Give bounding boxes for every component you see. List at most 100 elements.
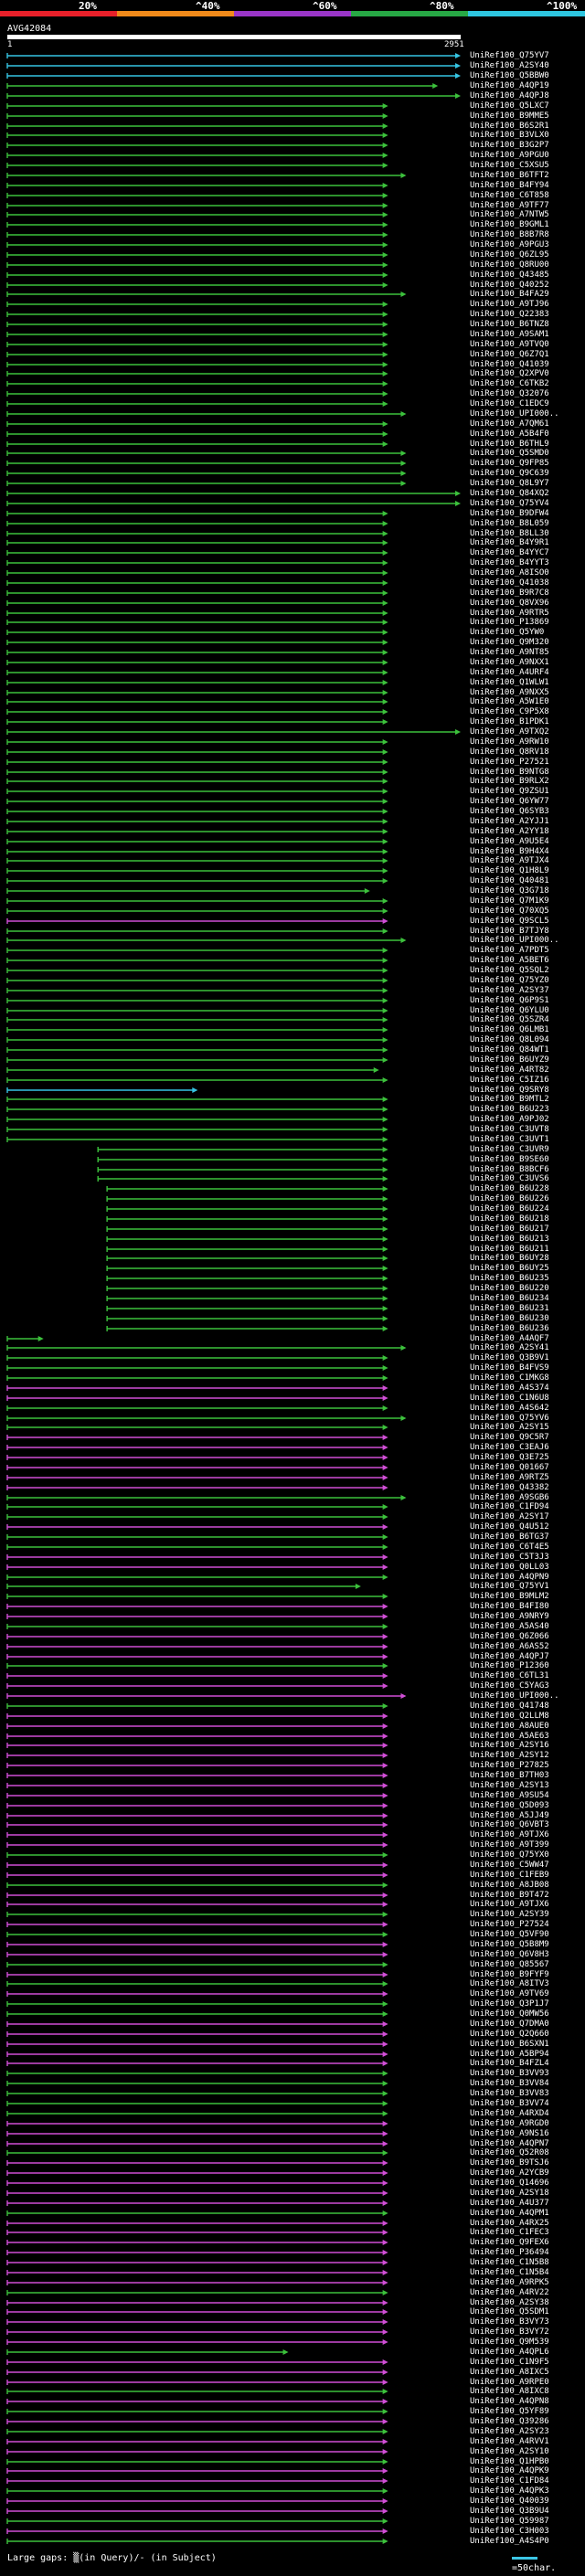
hit-name[interactable]: UniRef100_Q39286 [470, 2417, 549, 2426]
hit-name[interactable]: UniRef100_A2SY23 [470, 2427, 549, 2436]
hit-name[interactable]: UniRef100_C5IZ16 [470, 1076, 549, 1085]
hit-name[interactable]: UniRef100_A9SGB6 [470, 1493, 549, 1502]
hit-name[interactable]: UniRef100_B3VV83 [470, 2089, 549, 2098]
hit-name[interactable]: UniRef100_A2YY18 [470, 827, 549, 836]
hit-name[interactable]: UniRef100_C6T4E5 [470, 1542, 549, 1552]
hit-name[interactable]: UniRef100_B6U220 [470, 1284, 549, 1293]
hit-name[interactable]: UniRef100_B3VV93 [470, 2069, 549, 2078]
hit-name[interactable]: UniRef100_Q8RV18 [470, 747, 549, 757]
hit-name[interactable]: UniRef100_A9NXX5 [470, 688, 549, 697]
hit-name[interactable]: UniRef100_A5BET6 [470, 956, 549, 965]
hit-name[interactable]: UniRef100_Q41039 [470, 360, 549, 369]
hit-name[interactable]: UniRef100_Q8RU00 [470, 260, 549, 270]
hit-name[interactable]: UniRef100_Q22383 [470, 310, 549, 319]
hit-name[interactable]: UniRef100_Q9M320 [470, 638, 549, 647]
hit-name[interactable]: UniRef100_Q7M1K9 [470, 896, 549, 906]
hit-name[interactable]: UniRef100_B6S2R1 [470, 122, 549, 131]
hit-name[interactable]: UniRef100_C3EAJ6 [470, 1443, 549, 1452]
hit-name[interactable]: UniRef100_Q6SYB3 [470, 807, 549, 816]
hit-name[interactable]: UniRef100_A4S4P0 [470, 2537, 549, 2546]
hit-name[interactable]: UniRef100_A4QPJ7 [470, 1652, 549, 1661]
hit-name[interactable]: UniRef100_A2SY41 [470, 1343, 549, 1352]
hit-name[interactable]: UniRef100_A9T399 [470, 1840, 549, 1850]
hit-name[interactable]: UniRef100_C3UVS6 [470, 1174, 549, 1183]
hit-name[interactable]: UniRef100_Q6VBT3 [470, 1820, 549, 1829]
hit-name[interactable]: UniRef100_A8JB08 [470, 1881, 549, 1890]
hit-name[interactable]: UniRef100_P27825 [470, 1761, 549, 1770]
hit-name[interactable]: UniRef100_Q3B9V1 [470, 1353, 549, 1362]
hit-name[interactable]: UniRef100_P27521 [470, 758, 549, 767]
hit-name[interactable]: UniRef100_Q8L9Y7 [470, 479, 549, 488]
hit-name[interactable]: UniRef100_B4FY94 [470, 181, 549, 190]
hit-name[interactable]: UniRef100_A9SAM1 [470, 330, 549, 339]
hit-name[interactable]: UniRef100_UPI000.. [470, 936, 559, 945]
hit-name[interactable]: UniRef100_B6U231 [470, 1304, 549, 1313]
hit-name[interactable]: UniRef100_A5B4F0 [470, 429, 549, 439]
hit-name[interactable]: UniRef100_A5JJ49 [470, 1811, 549, 1820]
hit-name[interactable]: UniRef100_P12360 [470, 1661, 549, 1670]
hit-name[interactable]: UniRef100_A9U5E4 [470, 837, 549, 846]
hit-name[interactable]: UniRef100_A9RPK5 [470, 2278, 549, 2287]
hit-name[interactable]: UniRef100_B9DFW4 [470, 509, 549, 518]
hit-name[interactable]: UniRef100_A9NT85 [470, 648, 549, 657]
hit-name[interactable]: UniRef100_Q41038 [470, 578, 549, 588]
hit-name[interactable]: UniRef100_B8L059 [470, 519, 549, 528]
hit-name[interactable]: UniRef100_A9TF77 [470, 201, 549, 210]
hit-name[interactable]: UniRef100_B3VV74 [470, 2099, 549, 2108]
hit-name[interactable]: UniRef100_Q5D093 [470, 1801, 549, 1810]
hit-name[interactable]: UniRef100_C6T858 [470, 191, 549, 200]
hit-name[interactable]: UniRef100_A9TVQ0 [470, 340, 549, 349]
hit-name[interactable]: UniRef100_C1N5B4 [470, 2268, 549, 2277]
hit-name[interactable]: UniRef100_Q8L094 [470, 1035, 549, 1044]
hit-name[interactable]: UniRef100_A4RT82 [470, 1065, 549, 1075]
hit-name[interactable]: UniRef100_Q5BBW0 [470, 71, 549, 80]
hit-name[interactable]: UniRef100_Q3E725 [470, 1453, 549, 1462]
hit-name[interactable]: UniRef100_Q1WLW1 [470, 678, 549, 687]
hit-name[interactable]: UniRef100_B9TSJ6 [470, 2158, 549, 2168]
hit-name[interactable]: UniRef100_Q9SRY8 [470, 1086, 549, 1095]
hit-name[interactable]: UniRef100_B9R7C8 [470, 588, 549, 598]
hit-name[interactable]: UniRef100_Q5SZR4 [470, 1015, 549, 1024]
hit-name[interactable]: UniRef100_Q3G718 [470, 886, 549, 896]
hit-name[interactable]: UniRef100_B6U228 [470, 1184, 549, 1193]
hit-name[interactable]: UniRef100_B6U217 [470, 1224, 549, 1234]
hit-name[interactable]: UniRef100_Q14696 [470, 2178, 549, 2188]
hit-name[interactable]: UniRef100_A5W1E0 [470, 697, 549, 706]
hit-name[interactable]: UniRef100_B1PDK1 [470, 717, 549, 726]
hit-name[interactable]: UniRef100_Q2XPV0 [470, 369, 549, 378]
hit-name[interactable]: UniRef100_A2SY12 [470, 1751, 549, 1760]
hit-name[interactable]: UniRef100_Q0LL03 [470, 1563, 549, 1572]
hit-name[interactable]: UniRef100_A5AS40 [470, 1622, 549, 1631]
hit-name[interactable]: UniRef100_B9NTG8 [470, 768, 549, 777]
hit-name[interactable]: UniRef100_B6U235 [470, 1274, 549, 1283]
hit-name[interactable]: UniRef100_Q5SMD0 [470, 449, 549, 458]
hit-name[interactable]: UniRef100_C1FD84 [470, 2476, 549, 2486]
hit-name[interactable]: UniRef100_Q1H8L9 [470, 866, 549, 875]
hit-name[interactable]: UniRef100_A9TJ96 [470, 300, 549, 309]
hit-name[interactable]: UniRef100_B6TFT2 [470, 171, 549, 180]
hit-name[interactable]: UniRef100_A9SU54 [470, 1791, 549, 1800]
hit-name[interactable]: UniRef100_A9TJX6 [470, 1900, 549, 1909]
hit-name[interactable]: UniRef100_B6U211 [470, 1245, 549, 1254]
hit-name[interactable]: UniRef100_Q75YX0 [470, 1850, 549, 1860]
hit-name[interactable]: UniRef100_B7TH03 [470, 1771, 549, 1780]
hit-name[interactable]: UniRef100_A8IXC8 [470, 2387, 549, 2396]
hit-name[interactable]: UniRef100_Q9C5R7 [470, 1433, 549, 1442]
hit-name[interactable]: UniRef100_A9NS16 [470, 2129, 549, 2138]
hit-name[interactable]: UniRef100_A4QPN9 [470, 1573, 549, 1582]
hit-name[interactable]: UniRef100_B4YYT3 [470, 558, 549, 567]
hit-name[interactable]: UniRef100_B6U218 [470, 1214, 549, 1224]
hit-name[interactable]: UniRef100_Q1HPB0 [470, 2457, 549, 2466]
hit-name[interactable]: UniRef100_A4AQF7 [470, 1334, 549, 1343]
hit-name[interactable]: UniRef100_A9RPE0 [470, 2378, 549, 2387]
hit-name[interactable]: UniRef100_A4QPK9 [470, 2466, 549, 2475]
hit-name[interactable]: UniRef100_B4FI80 [470, 1602, 549, 1611]
hit-name[interactable]: UniRef100_B6U236 [470, 1324, 549, 1333]
hit-name[interactable]: UniRef100_A7PDT5 [470, 946, 549, 955]
hit-name[interactable]: UniRef100_A9PGU0 [470, 151, 549, 160]
hit-name[interactable]: UniRef100_Q9M539 [470, 2337, 549, 2347]
hit-name[interactable]: UniRef100_A8AUE0 [470, 1722, 549, 1731]
hit-name[interactable]: UniRef100_Q43485 [470, 270, 549, 280]
hit-name[interactable]: UniRef100_Q84WT1 [470, 1045, 549, 1055]
hit-name[interactable]: UniRef100_A2SY15 [470, 1423, 549, 1432]
